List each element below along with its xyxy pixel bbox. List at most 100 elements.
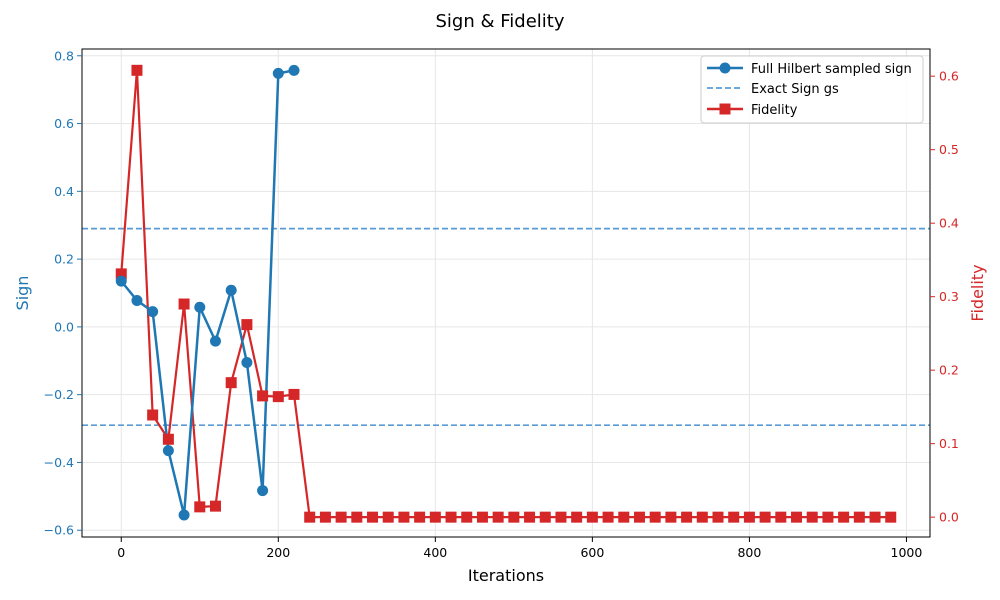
left-axis-label: Sign	[13, 276, 32, 311]
fidelity-marker	[115, 268, 127, 280]
x-tick-label: 1000	[891, 545, 923, 560]
left-tick-label: 0.8	[54, 48, 74, 63]
fidelity-marker	[304, 511, 316, 523]
legend-label-exact: Exact Sign gs	[751, 82, 839, 97]
series-markers	[115, 64, 897, 523]
x-tick-label: 400	[423, 545, 447, 560]
left-tick-label: −0.4	[44, 455, 74, 470]
fidelity-line	[120, 69, 891, 519]
fidelity-marker	[429, 511, 441, 523]
fidelity-marker	[461, 511, 473, 523]
fidelity-marker	[586, 511, 598, 523]
plot-area-frame	[81, 48, 931, 538]
sign-marker	[131, 294, 143, 306]
fidelity-marker	[649, 511, 661, 523]
fidelity-marker	[351, 511, 363, 523]
fidelity-marker	[524, 511, 536, 523]
fidelity-marker	[665, 511, 677, 523]
fidelity-marker	[367, 511, 379, 523]
fidelity-marker	[885, 511, 897, 523]
x-tick-label: 200	[266, 545, 290, 560]
fidelity-marker	[508, 511, 520, 523]
fidelity-marker	[147, 409, 159, 421]
fidelity-marker	[791, 511, 803, 523]
sign-marker	[162, 445, 174, 457]
fidelity-marker	[414, 511, 426, 523]
legend-label-fidelity: Fidelity	[751, 103, 798, 118]
fidelity-marker	[476, 511, 488, 523]
left-tick-label: −0.6	[44, 523, 74, 538]
fidelity-marker	[633, 511, 645, 523]
sign-marker	[209, 335, 221, 347]
sign-marker	[194, 301, 206, 313]
fidelity-marker	[178, 298, 190, 310]
fidelity-marker	[492, 511, 504, 523]
fidelity-marker	[728, 511, 740, 523]
right-tick-label: 0.0	[939, 510, 959, 525]
right-tick-label: 0.1	[939, 436, 959, 451]
fidelity-marker	[209, 500, 221, 512]
right-tick-label: 0.5	[939, 142, 959, 157]
left-tick-label: −0.2	[44, 387, 74, 402]
fidelity-marker	[288, 388, 300, 400]
fidelity-marker	[272, 391, 284, 403]
legend: Full Hilbert sampled sign Exact Sign gs …	[700, 55, 924, 124]
fidelity-marker	[775, 511, 787, 523]
left-tick-label: 0.2	[54, 252, 74, 267]
right-tick-label: 0.2	[939, 363, 959, 378]
fidelity-marker	[225, 377, 237, 389]
fidelity-marker	[696, 511, 708, 523]
exact-sign-lines	[82, 227, 930, 427]
right-axis-label: Fidelity	[968, 264, 987, 321]
legend-box	[700, 55, 924, 124]
legend-marker-sign	[719, 62, 731, 74]
fidelity-marker	[194, 501, 206, 513]
left-axis-ticks: −0.6 −0.4 −0.2 0.0 0.2 0.4 0.6 0.8	[44, 48, 82, 538]
right-tick-label: 0.4	[939, 216, 959, 231]
x-axis-label: Iterations	[468, 566, 544, 585]
fidelity-marker	[618, 511, 630, 523]
fidelity-marker	[445, 511, 457, 523]
fidelity-marker	[539, 511, 551, 523]
sign-marker	[257, 485, 269, 497]
fidelity-marker	[241, 319, 253, 331]
legend-marker-fidelity	[719, 103, 731, 115]
x-tick-label: 0	[117, 545, 125, 560]
sign-marker	[147, 306, 159, 318]
left-tick-label: 0.4	[54, 184, 74, 199]
left-tick-label: 0.0	[54, 319, 74, 334]
x-axis-ticks: 0 200 400 600 800 1000	[117, 537, 922, 560]
fidelity-marker	[571, 511, 583, 523]
sign-marker	[272, 67, 284, 79]
fidelity-marker	[555, 511, 567, 523]
series-lines	[120, 69, 891, 519]
fidelity-marker	[131, 64, 143, 76]
fidelity-marker	[335, 511, 347, 523]
chart-title: Sign & Fidelity	[436, 11, 565, 32]
fidelity-marker	[853, 511, 865, 523]
legend-label-sign: Full Hilbert sampled sign	[751, 62, 912, 77]
left-tick-label: 0.6	[54, 116, 74, 131]
sign-marker	[288, 64, 300, 76]
x-tick-label: 600	[580, 545, 604, 560]
sign-marker	[178, 509, 190, 521]
fidelity-marker	[712, 511, 724, 523]
fidelity-marker	[319, 511, 331, 523]
fidelity-marker	[869, 511, 881, 523]
fidelity-marker	[162, 433, 174, 445]
fidelity-marker	[838, 511, 850, 523]
sign-marker	[115, 275, 127, 287]
right-tick-label: 0.6	[939, 69, 959, 84]
x-tick-label: 800	[737, 545, 761, 560]
fidelity-marker	[759, 511, 771, 523]
right-tick-label: 0.3	[939, 289, 959, 304]
fidelity-marker	[382, 511, 394, 523]
fidelity-marker	[806, 511, 818, 523]
sign-marker	[241, 356, 253, 368]
sign-marker	[225, 284, 237, 296]
fidelity-marker	[681, 511, 693, 523]
fidelity-marker	[602, 511, 614, 523]
right-axis-ticks: 0.0 0.1 0.2 0.3 0.4 0.5 0.6	[930, 69, 959, 525]
fidelity-marker	[398, 511, 410, 523]
